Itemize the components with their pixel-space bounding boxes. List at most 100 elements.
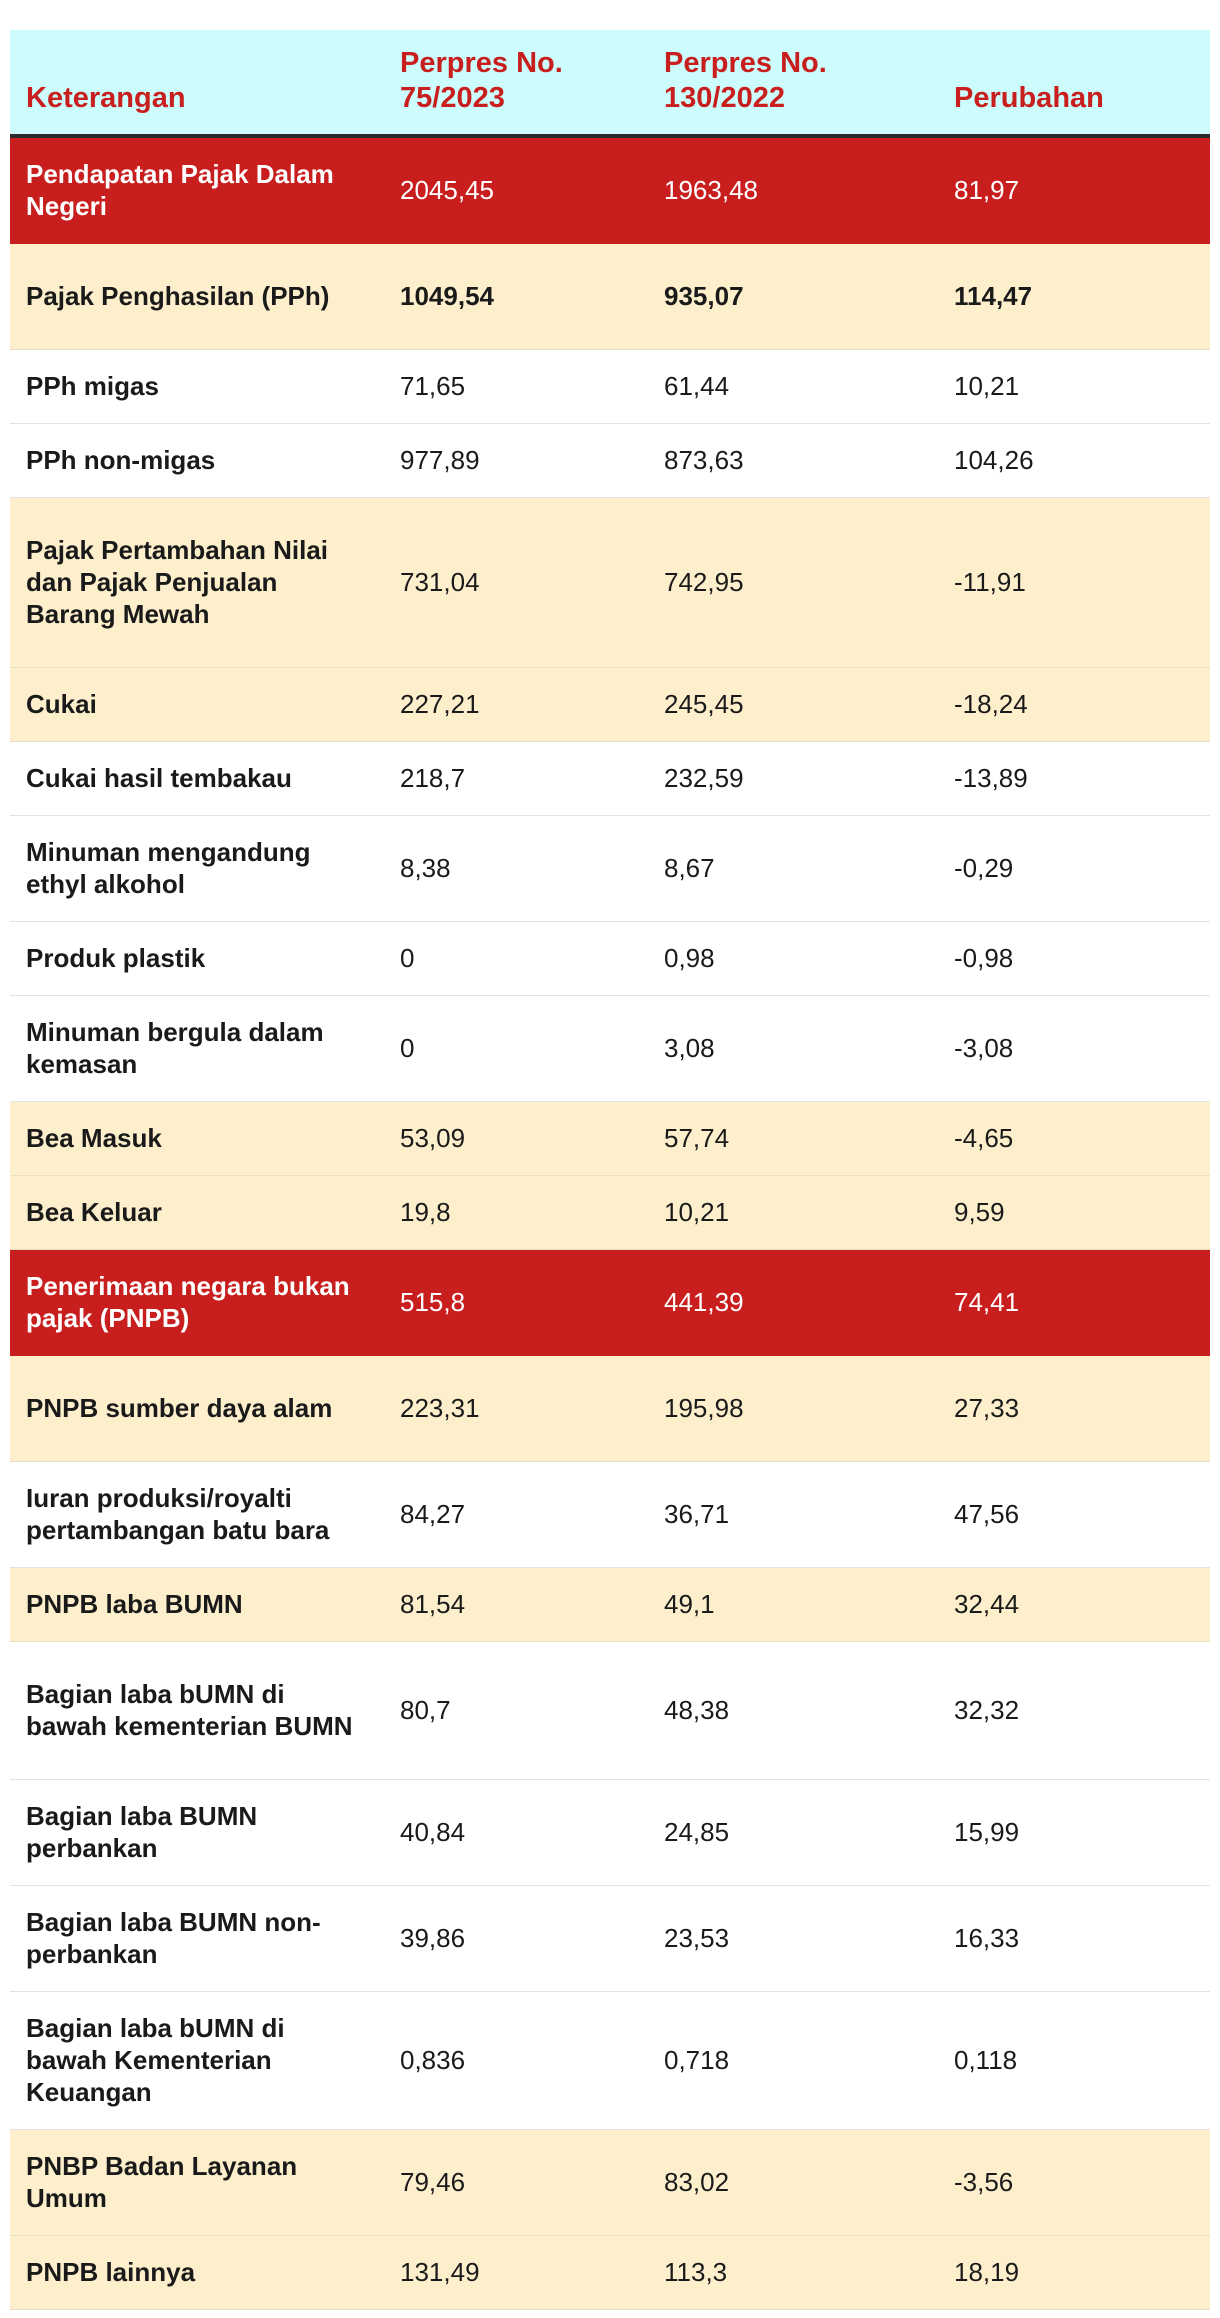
table-row: Bagian laba bUMN di bawah kementerian BU… [10,1641,1210,1780]
row-label: Cukai [10,667,384,742]
table-row: PPh non-migas 977,89 873,63 104,26 [10,423,1210,498]
column-header-keterangan: Keterangan [10,30,384,138]
column-header-perpres-75-2023: Perpres No. 75/2023 [384,30,648,138]
row-label: Minuman mengandung ethyl alkohol [10,815,384,922]
table-row: Bagian laba BUMN non-perbankan 39,86 23,… [10,1885,1210,1992]
table-row: PNPB laba BUMN 81,54 49,1 32,44 [10,1567,1210,1642]
value-perubahan: -0,29 [938,815,1210,922]
value-perubahan: 47,56 [938,1461,1210,1568]
row-label: Pendapatan Pajak Dalam Negeri [10,136,384,244]
value-perubahan: -0,98 [938,921,1210,996]
value-perpres-130-2022: 742,95 [648,497,938,668]
value-perpres-130-2022: 8,67 [648,815,938,922]
value-perpres-130-2022: 23,53 [648,1885,938,1992]
value-perpres-75-2023: 2045,45 [384,136,648,244]
value-perpres-130-2022: 49,1 [648,1567,938,1642]
value-perubahan: -18,24 [938,667,1210,742]
table-row: Bagian laba bUMN di bawah Kementerian Ke… [10,1991,1210,2130]
value-perpres-75-2023: 39,86 [384,1885,648,1992]
value-perpres-130-2022: 1963,48 [648,136,938,244]
value-perpres-130-2022: 48,38 [648,1641,938,1780]
table-row: Iuran produksi/royalti pertambangan batu… [10,1461,1210,1568]
value-perubahan: 32,44 [938,1567,1210,1642]
table-row: Minuman mengandung ethyl alkohol 8,38 8,… [10,815,1210,922]
table-row: Pajak Pertambahan Nilai dan Pajak Penjua… [10,497,1210,668]
value-perpres-75-2023: 53,09 [384,1101,648,1176]
value-perubahan: -3,08 [938,995,1210,1102]
table-row: Cukai hasil tembakau 218,7 232,59 -13,89 [10,741,1210,816]
header-row: Keterangan Perpres No. 75/2023 Perpres N… [10,30,1210,138]
row-label: PPh non-migas [10,423,384,498]
value-perpres-130-2022: 232,59 [648,741,938,816]
table-row: PNPB lainnya 131,49 113,3 18,19 [10,2235,1210,2310]
row-label: Pajak Pertambahan Nilai dan Pajak Penjua… [10,497,384,668]
table-row: Bagian laba BUMN perbankan 40,84 24,85 1… [10,1779,1210,1886]
value-perubahan: -3,56 [938,2129,1210,2236]
row-label: Pajak Penghasilan (PPh) [10,243,384,350]
data-table-container: Keterangan Perpres No. 75/2023 Perpres N… [10,30,1210,2310]
table-row: Cukai 227,21 245,45 -18,24 [10,667,1210,742]
value-perpres-75-2023: 1049,54 [384,243,648,350]
value-perpres-75-2023: 227,21 [384,667,648,742]
value-perpres-130-2022: 3,08 [648,995,938,1102]
value-perubahan: 27,33 [938,1355,1210,1462]
table-body: Pendapatan Pajak Dalam Negeri 2045,45 19… [10,136,1210,2310]
table-row: Penerimaan negara bukan pajak (PNPB) 515… [10,1249,1210,1356]
table-row: Pajak Penghasilan (PPh) 1049,54 935,07 1… [10,243,1210,350]
row-label: PNPB lainnya [10,2235,384,2310]
row-label: PNPB laba BUMN [10,1567,384,1642]
value-perpres-130-2022: 61,44 [648,349,938,424]
value-perubahan: -11,91 [938,497,1210,668]
value-perpres-75-2023: 81,54 [384,1567,648,1642]
value-perubahan: 10,21 [938,349,1210,424]
value-perpres-75-2023: 71,65 [384,349,648,424]
value-perpres-75-2023: 8,38 [384,815,648,922]
value-perpres-75-2023: 223,31 [384,1355,648,1462]
value-perubahan: 18,19 [938,2235,1210,2310]
row-label: Penerimaan negara bukan pajak (PNPB) [10,1249,384,1356]
row-label: Bagian laba BUMN non-perbankan [10,1885,384,1992]
value-perpres-130-2022: 0,718 [648,1991,938,2130]
column-header-perpres-130-2022: Perpres No. 130/2022 [648,30,938,138]
value-perubahan: 81,97 [938,136,1210,244]
table-row: Bea Keluar 19,8 10,21 9,59 [10,1175,1210,1250]
value-perubahan: -4,65 [938,1101,1210,1176]
value-perubahan: -13,89 [938,741,1210,816]
row-label: PPh migas [10,349,384,424]
value-perpres-75-2023: 731,04 [384,497,648,668]
value-perpres-130-2022: 441,39 [648,1249,938,1356]
value-perubahan: 0,118 [938,1991,1210,2130]
column-header-perubahan: Perubahan [938,30,1210,138]
table-row: Minuman bergula dalam kemasan 0 3,08 -3,… [10,995,1210,1102]
value-perpres-75-2023: 80,7 [384,1641,648,1780]
row-label: Minuman bergula dalam kemasan [10,995,384,1102]
table-row: Bea Masuk 53,09 57,74 -4,65 [10,1101,1210,1176]
row-label: PNPB sumber daya alam [10,1355,384,1462]
value-perpres-130-2022: 873,63 [648,423,938,498]
value-perpres-75-2023: 131,49 [384,2235,648,2310]
row-label: Bea Masuk [10,1101,384,1176]
table-row: PNBP Badan Layanan Umum 79,46 83,02 -3,5… [10,2129,1210,2236]
value-perpres-75-2023: 515,8 [384,1249,648,1356]
value-perpres-130-2022: 245,45 [648,667,938,742]
row-label: Bagian laba BUMN perbankan [10,1779,384,1886]
value-perubahan: 32,32 [938,1641,1210,1780]
row-label: Bea Keluar [10,1175,384,1250]
table-row: PPh migas 71,65 61,44 10,21 [10,349,1210,424]
value-perpres-75-2023: 977,89 [384,423,648,498]
table-row: Pendapatan Pajak Dalam Negeri 2045,45 19… [10,136,1210,244]
value-perubahan: 9,59 [938,1175,1210,1250]
value-perpres-130-2022: 83,02 [648,2129,938,2236]
value-perpres-130-2022: 10,21 [648,1175,938,1250]
value-perubahan: 15,99 [938,1779,1210,1886]
row-label: Iuran produksi/royalti pertambangan batu… [10,1461,384,1568]
value-perpres-130-2022: 935,07 [648,243,938,350]
value-perpres-130-2022: 113,3 [648,2235,938,2310]
value-perubahan: 74,41 [938,1249,1210,1356]
value-perubahan: 114,47 [938,243,1210,350]
value-perpres-75-2023: 0,836 [384,1991,648,2130]
value-perpres-75-2023: 19,8 [384,1175,648,1250]
row-label: Bagian laba bUMN di bawah Kementerian Ke… [10,1991,384,2130]
value-perpres-130-2022: 24,85 [648,1779,938,1886]
row-label: Produk plastik [10,921,384,996]
